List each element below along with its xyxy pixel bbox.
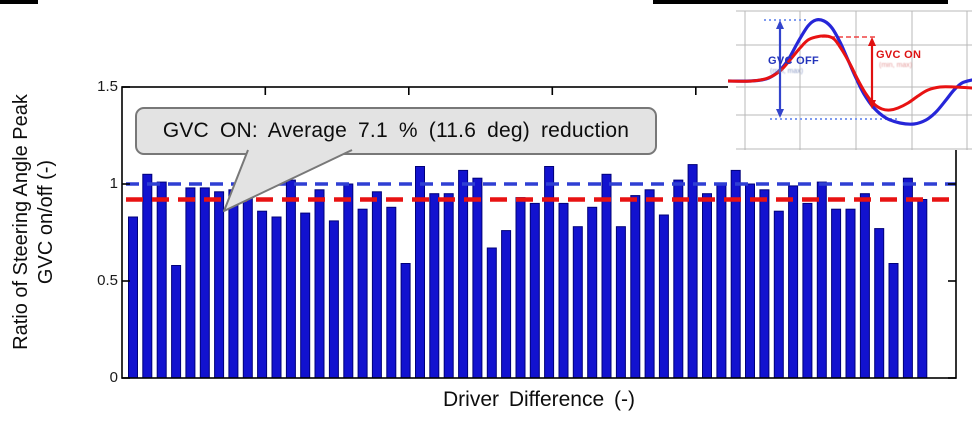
bar-driver-45 [759,189,770,379]
y-axis-label-line2: GVC on/off (-) [35,159,57,285]
bar-driver-12 [285,179,296,379]
inset-gvc-on-peak-arrow-head-up [868,37,876,46]
bar-driver-19 [386,206,397,379]
bar-driver-7 [214,191,225,379]
top-right-rule [653,0,948,4]
bar-driver-44 [745,183,755,379]
bar-driver-38 [658,214,669,379]
y-axis-label: Ratio of Steering Angle Peak GVC on/off … [9,52,61,392]
bar-driver-53 [874,228,885,379]
bar-driver-32 [572,226,583,379]
y-axis-label-line1: Ratio of Steering Angle Peak [10,94,32,350]
inset-gvc-off-subtext: (min, max) [770,68,804,75]
bar-driver-29 [529,202,540,379]
bar-driver-46 [773,210,784,379]
bar-driver-10 [257,210,268,379]
bar-driver-28 [515,197,526,379]
top-left-rule [0,0,38,4]
bar-driver-6 [199,187,210,379]
bar-driver-37 [644,189,655,379]
bar-driver-8 [228,189,239,379]
bar-driver-21 [415,166,425,379]
bar-driver-43 [730,169,741,379]
inset-gvc-off-peak-arrow-head-up [776,20,784,29]
bar-driver-40 [687,164,698,379]
bar-driver-24 [458,169,469,379]
x-axis-label: Driver Difference (-) [443,388,635,411]
inset-steering-angle-diagram: GVC OFF (min, max) GVC ON (min, max) [728,8,972,150]
bar-driver-41 [702,193,712,379]
bar-driver-47 [788,185,799,379]
bar-driver-31 [558,202,569,379]
inset-gvc-on-label: GVC ON [876,49,922,61]
bar-driver-16 [343,183,354,379]
bar-driver-48 [802,202,813,379]
bar-driver-23 [443,193,454,379]
bar-driver-2 [142,173,153,379]
bar-driver-35 [615,226,626,379]
bar-driver-34 [601,173,612,379]
bar-driver-9 [242,195,253,379]
callout-tail-shape [223,149,353,212]
bar-driver-50 [831,208,842,379]
y-tick-label-0.5: 0.5 [97,272,118,289]
y-tick-label-0: 0 [109,369,118,386]
bar-driver-18 [371,191,382,379]
bar-driver-30 [544,166,555,379]
inset-gvc-off-label: GVC OFF [768,55,819,67]
bar-driver-14 [314,189,325,379]
bar-driver-51 [845,208,856,379]
bar-driver-11 [271,216,282,379]
bar-driver-3 [156,181,167,379]
bar-driver-13 [300,212,311,379]
y-tick-label-1: 1 [109,175,118,192]
bar-driver-25 [472,177,483,379]
inset-gvc-off-curve [728,18,972,126]
bar-driver-49 [816,181,827,379]
bar-driver-5 [185,187,196,379]
bar-driver-55 [902,177,913,379]
bar-driver-42 [716,183,727,379]
inset-gvc-on-subtext: (min, max) [879,62,913,69]
bar-driver-4 [171,265,182,379]
bar-driver-26 [486,247,497,379]
inset-gvc-on-curve [728,34,972,112]
bar-driver-39 [673,179,684,379]
bar-driver-54 [888,263,899,379]
bar-driver-15 [328,220,339,379]
bar-driver-36 [630,195,641,379]
y-tick-label-1.5: 1.5 [97,78,118,95]
bar-driver-1 [128,216,138,379]
bar-driver-17 [357,208,368,379]
annotation-callout: GVC ON: Average 7.1 % (11.6 deg) reducti… [135,107,657,155]
bar-driver-33 [587,206,598,379]
inset-gvc-off-peak-arrow-head-down [776,109,784,118]
bar-driver-52 [859,193,870,379]
annotation-text: GVC ON: Average 7.1 % (11.6 deg) reducti… [162,119,630,142]
bar-driver-56 [917,199,928,379]
bar-driver-27 [501,230,512,379]
inset-curves [728,10,972,150]
bar-driver-20 [400,263,411,379]
bar-driver-22 [429,193,440,379]
